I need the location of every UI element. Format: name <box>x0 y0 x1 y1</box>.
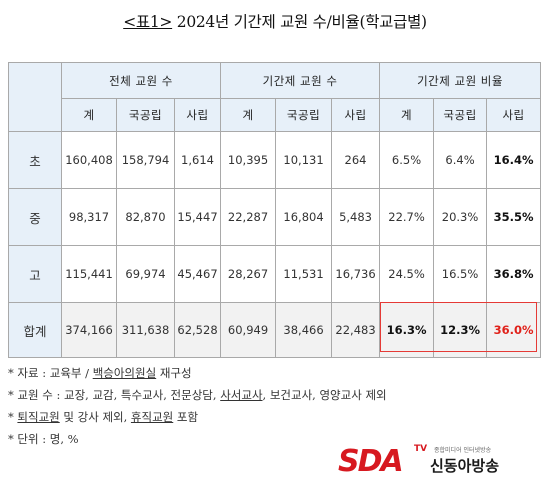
table-cell: 22.7% <box>379 188 435 246</box>
footnote-underlined: 사서교사 <box>220 388 263 402</box>
table-cell: 158,794 <box>116 131 175 189</box>
table-cell: 28,267 <box>220 245 277 303</box>
table-cell: 62,528 <box>173 302 222 358</box>
table-cell: 16,804 <box>275 188 333 246</box>
table-row: 초 160,408 158,794 1,614 10,395 10,131 26… <box>8 131 542 189</box>
row-label: 합계 <box>8 302 62 358</box>
footnote-underlined: 휴직교원 <box>130 410 174 424</box>
table-cell: 10,395 <box>220 131 277 189</box>
table-cell: 38,466 <box>275 302 333 358</box>
table-cell: 22,287 <box>220 188 277 246</box>
table-row: 고 115,441 69,974 45,467 28,267 11,531 16… <box>8 245 542 303</box>
table-cell: 20.3% <box>433 188 488 246</box>
table-title: <표1> 2024년 기간제 교원 수/비율(학교급별) <box>0 10 550 32</box>
table-cell: 1,614 <box>173 131 222 189</box>
sda-tv-logo: SDA TV 종합미디어 인터넷방송 신동아방송 <box>338 442 543 480</box>
logo-tagline: 종합미디어 인터넷방송 <box>434 447 492 454</box>
table-cell: 15,447 <box>173 188 222 246</box>
table-cell: 311,638 <box>116 302 175 358</box>
row-label: 고 <box>8 245 62 303</box>
footnote-text: , 보건교사, 영양교사 제외 <box>262 388 387 402</box>
table-cell: 264 <box>331 131 381 189</box>
table-cell: 6.4% <box>433 131 488 189</box>
table-cell: 16.4% <box>486 131 542 189</box>
footnote-unit: * 단위 : 명, % <box>8 432 79 446</box>
total-row: 합계 374,166 311,638 62,528 60,949 38,466 … <box>8 302 542 358</box>
title-text: 2024년 기간제 교원 수/비율(학교급별) <box>172 13 427 31</box>
table-cell: 374,166 <box>61 302 117 358</box>
footnote-scope: * 교원 수 : 교장, 교감, 특수교사, 전문상담, 사서교사, 보건교사,… <box>8 384 387 406</box>
table-cell: 5,483 <box>331 188 381 246</box>
corner-cell <box>8 62 62 132</box>
table-cell: 11,531 <box>275 245 333 303</box>
row-label: 중 <box>8 188 62 246</box>
logo-name: 신동아방송 <box>430 457 500 475</box>
sub-header: 사립 <box>486 98 542 132</box>
group-header-ratio: 기간제 교원 비율 <box>379 62 542 99</box>
footnote-exclusions: * 퇴직교원 및 강사 제외, 휴직교원 포함 <box>8 406 387 428</box>
footnote-text: * 자료 : 교육부 / <box>8 366 93 380</box>
table-cell: 160,408 <box>61 131 117 189</box>
row-label: 초 <box>8 131 62 189</box>
table-cell: 16.3% <box>379 302 435 358</box>
table-cell: 35.5% <box>486 188 542 246</box>
sub-header: 사립 <box>331 98 381 132</box>
footnote-text: 포함 <box>173 410 199 424</box>
logo-tv: TV <box>414 444 428 454</box>
teacher-stats-table: 전체 교원 수 기간제 교원 수 기간제 교원 비율 계 국공립 사립 계 국공… <box>8 62 542 358</box>
table-cell: 12.3% <box>433 302 488 358</box>
table-row: 중 98,317 82,870 15,447 22,287 16,804 5,4… <box>8 188 542 246</box>
footnote-text: 재구성 <box>156 366 192 380</box>
sub-header: 계 <box>220 98 277 132</box>
table-cell: 10,131 <box>275 131 333 189</box>
table-cell: 45,467 <box>173 245 222 303</box>
header-row-groups: 전체 교원 수 기간제 교원 수 기간제 교원 비율 <box>8 62 542 132</box>
group-header-total: 전체 교원 수 <box>60 62 222 99</box>
sub-header: 국공립 <box>433 98 488 132</box>
header-row-sub: 계 국공립 사립 계 국공립 사립 계 국공립 사립 <box>9 98 542 132</box>
table-cell: 60,949 <box>220 302 277 358</box>
table-cell-highlight: 36.0% <box>486 302 542 358</box>
logo-mark: SDA <box>338 444 404 479</box>
table-cell: 115,441 <box>61 245 117 303</box>
title-prefix: <표1> <box>123 13 173 31</box>
table-cell: 69,974 <box>116 245 175 303</box>
footnote-text: 및 강사 제외, <box>59 410 131 424</box>
table-cell: 22,483 <box>331 302 381 358</box>
footnote-underlined: 백승아의원실 <box>92 366 157 380</box>
footnote-text: * 교원 수 : 교장, 교감, 특수교사, 전문상담, <box>8 388 221 402</box>
footnote-underlined: 퇴직교원 <box>17 410 60 424</box>
footnote-source: * 자료 : 교육부 / 백승아의원실 재구성 <box>8 362 387 384</box>
sub-header: 국공립 <box>275 98 333 132</box>
table-cell: 36.8% <box>486 245 542 303</box>
sub-header: 계 <box>379 98 435 132</box>
table-cell: 24.5% <box>379 245 435 303</box>
sub-header: 국공립 <box>116 98 175 132</box>
sub-header: 사립 <box>173 98 222 132</box>
group-header-contract: 기간제 교원 수 <box>220 62 381 99</box>
table-cell: 6.5% <box>379 131 435 189</box>
table-cell: 16,736 <box>331 245 381 303</box>
sub-header: 계 <box>61 98 117 132</box>
table-cell: 16.5% <box>433 245 488 303</box>
table-cell: 98,317 <box>61 188 117 246</box>
footnote-text: * <box>8 410 18 424</box>
table-cell: 82,870 <box>116 188 175 246</box>
footnotes: * 자료 : 교육부 / 백승아의원실 재구성 * 교원 수 : 교장, 교감,… <box>8 362 387 450</box>
